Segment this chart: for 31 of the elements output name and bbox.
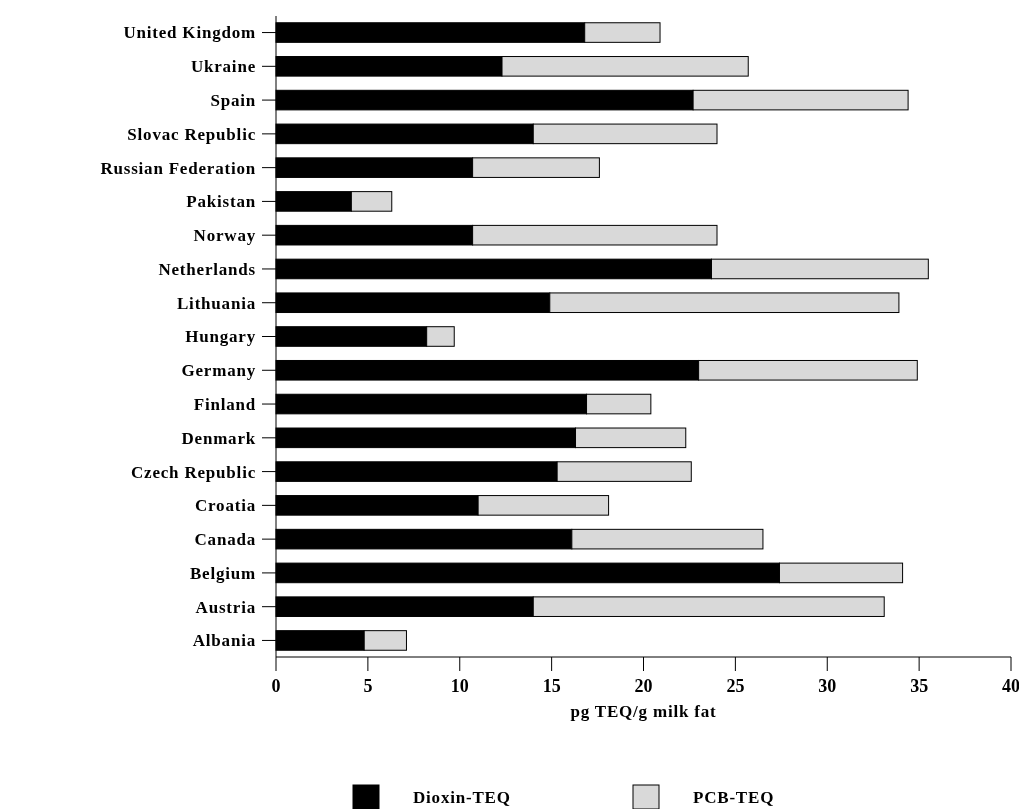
- y-tick-label: Norway: [193, 226, 256, 246]
- x-axis-title: pg TEQ/g milk fat: [570, 702, 717, 721]
- legend-label: PCB-TEQ: [693, 788, 775, 807]
- x-tick-label: 35: [910, 676, 929, 696]
- y-tick-label: Slovac Republic: [127, 124, 256, 144]
- y-tick-label: Russian Federation: [100, 158, 256, 178]
- x-tick-label: 10: [450, 676, 469, 696]
- y-tick-label: Spain: [210, 91, 256, 111]
- x-tick-label: 15: [542, 676, 561, 696]
- x-tick-label: 30: [818, 676, 837, 696]
- legend-label: Dioxin-TEQ: [413, 788, 511, 807]
- x-tick-label: 40: [1002, 676, 1019, 696]
- x-tick-label: 0: [271, 676, 281, 696]
- y-tick-label: Canada: [194, 530, 256, 550]
- y-tick-label: Austria: [195, 597, 256, 617]
- y-tick-label: Czech Republic: [131, 462, 256, 482]
- y-tick-label: United Kingdom: [123, 23, 256, 43]
- y-tick-label: Albania: [192, 631, 256, 651]
- y-tick-label: Croatia: [195, 496, 256, 516]
- y-tick-label: Lithuania: [176, 293, 256, 313]
- x-tick-label: 5: [363, 676, 373, 696]
- y-tick-label: Finland: [193, 394, 256, 414]
- x-tick-label: 25: [726, 676, 745, 696]
- y-tick-label: Hungary: [185, 327, 256, 347]
- y-tick-label: Denmark: [181, 428, 256, 448]
- y-tick-label: Pakistan: [186, 192, 256, 212]
- x-tick-label: 20: [634, 676, 653, 696]
- y-tick-label: Ukraine: [190, 57, 256, 77]
- y-tick-label: Belgium: [189, 563, 256, 583]
- y-tick-label: Germany: [181, 361, 256, 381]
- y-tick-label: Netherlands: [158, 259, 256, 279]
